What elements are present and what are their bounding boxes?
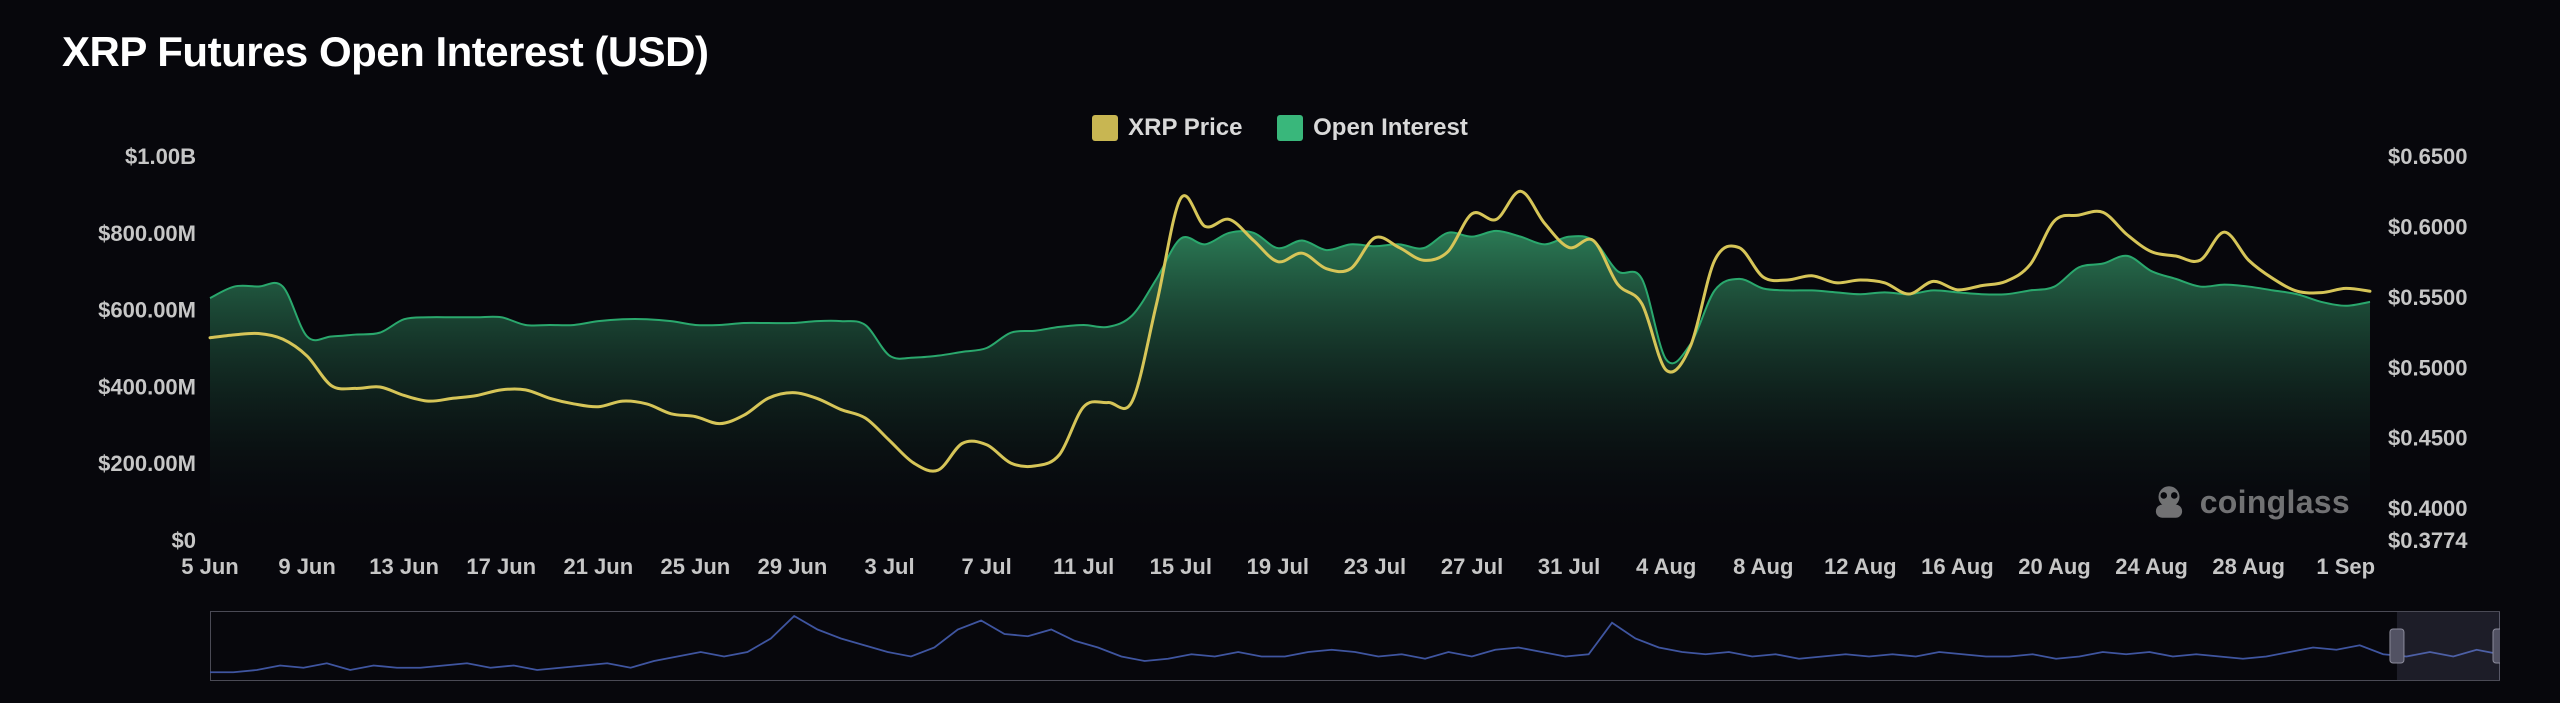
svg-text:$800.00M: $800.00M [98, 221, 196, 246]
watermark-icon [2148, 481, 2190, 523]
svg-text:28 Aug: 28 Aug [2212, 554, 2285, 579]
svg-text:$200.00M: $200.00M [98, 451, 196, 476]
brush-selection[interactable] [2397, 612, 2500, 680]
svg-text:$1.00B: $1.00B [125, 144, 196, 169]
svg-text:24 Aug: 24 Aug [2115, 554, 2188, 579]
svg-text:1 Sep: 1 Sep [2316, 554, 2375, 579]
svg-text:5 Jun: 5 Jun [181, 554, 238, 579]
svg-text:19 Jul: 19 Jul [1247, 554, 1309, 579]
svg-text:9 Jun: 9 Jun [278, 554, 335, 579]
main-svg: $0 $200.00M $400.00M $600.00M $800.00M $1.00B… [0, 0, 2560, 703]
watermark: coinglass [2148, 481, 2350, 523]
brush-volume-line [210, 616, 2500, 672]
svg-text:$600.00M: $600.00M [98, 298, 196, 323]
brush-frame [211, 612, 2500, 681]
svg-text:$0.6000: $0.6000 [2388, 214, 2468, 239]
svg-text:8 Aug: 8 Aug [1733, 554, 1793, 579]
svg-text:$0.4500: $0.4500 [2388, 426, 2468, 451]
svg-text:$0.5500: $0.5500 [2388, 285, 2468, 310]
svg-text:25 Jun: 25 Jun [661, 554, 731, 579]
svg-text:27 Jul: 27 Jul [1441, 554, 1503, 579]
svg-text:17 Jun: 17 Jun [466, 554, 536, 579]
svg-text:3 Jul: 3 Jul [864, 554, 914, 579]
plot-area [210, 191, 2370, 540]
svg-text:$0: $0 [172, 528, 196, 553]
svg-text:29 Jun: 29 Jun [758, 554, 828, 579]
svg-text:4 Aug: 4 Aug [1636, 554, 1696, 579]
svg-text:13 Jun: 13 Jun [369, 554, 439, 579]
brush-handle-left[interactable] [2390, 629, 2404, 663]
svg-text:16 Aug: 16 Aug [1921, 554, 1994, 579]
x-axis: 5 Jun 9 Jun 13 Jun 17 Jun 21 Jun 25 Jun 29 Jun… [181, 554, 2375, 579]
range-brush[interactable] [210, 611, 2500, 681]
watermark-text: coinglass [2200, 484, 2350, 521]
svg-text:20 Aug: 20 Aug [2018, 554, 2091, 579]
svg-text:$400.00M: $400.00M [98, 374, 196, 399]
oi-area [210, 231, 2370, 540]
svg-text:23 Jul: 23 Jul [1344, 554, 1406, 579]
svg-text:$0.3774: $0.3774 [2388, 528, 2468, 553]
right-y-axis: $0.3774 $0.4000 $0.4500 $0.5000 $0.5500 $0.60… [2388, 144, 2468, 553]
svg-text:11 Jul: 11 Jul [1053, 554, 1114, 579]
svg-text:$0.4000: $0.4000 [2388, 496, 2468, 521]
svg-text:15 Jul: 15 Jul [1150, 554, 1212, 579]
svg-text:12 Aug: 12 Aug [1824, 554, 1897, 579]
left-y-axis: $0 $200.00M $400.00M $600.00M $800.00M $1.00B [98, 144, 196, 553]
svg-text:21 Jun: 21 Jun [563, 554, 633, 579]
svg-text:$0.5000: $0.5000 [2388, 355, 2468, 380]
svg-text:$0.6500: $0.6500 [2388, 144, 2468, 169]
svg-text:31 Jul: 31 Jul [1538, 554, 1600, 579]
chart-container: XRP Futures Open Interest (USD) XRP Pric… [0, 0, 2560, 703]
svg-text:7 Jul: 7 Jul [962, 554, 1012, 579]
brush-handle-right[interactable] [2493, 629, 2500, 663]
